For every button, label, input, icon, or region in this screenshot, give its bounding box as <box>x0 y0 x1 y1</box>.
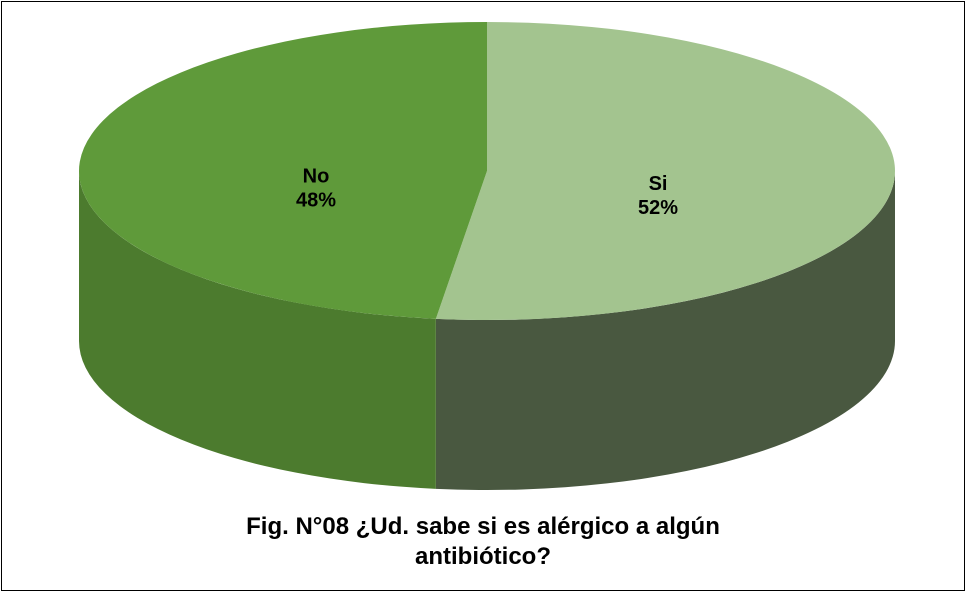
value-label: 52% <box>638 197 678 219</box>
slice <box>78 22 487 319</box>
slice-side <box>79 171 436 489</box>
category-label: Si <box>649 173 668 195</box>
slice-side <box>435 171 895 490</box>
category-label: No <box>303 165 330 187</box>
chart-title: Fig. N°08 ¿Ud. sabe si es alérgico a alg… <box>246 513 720 570</box>
value-label: 48% <box>296 189 336 211</box>
slice <box>435 22 895 320</box>
